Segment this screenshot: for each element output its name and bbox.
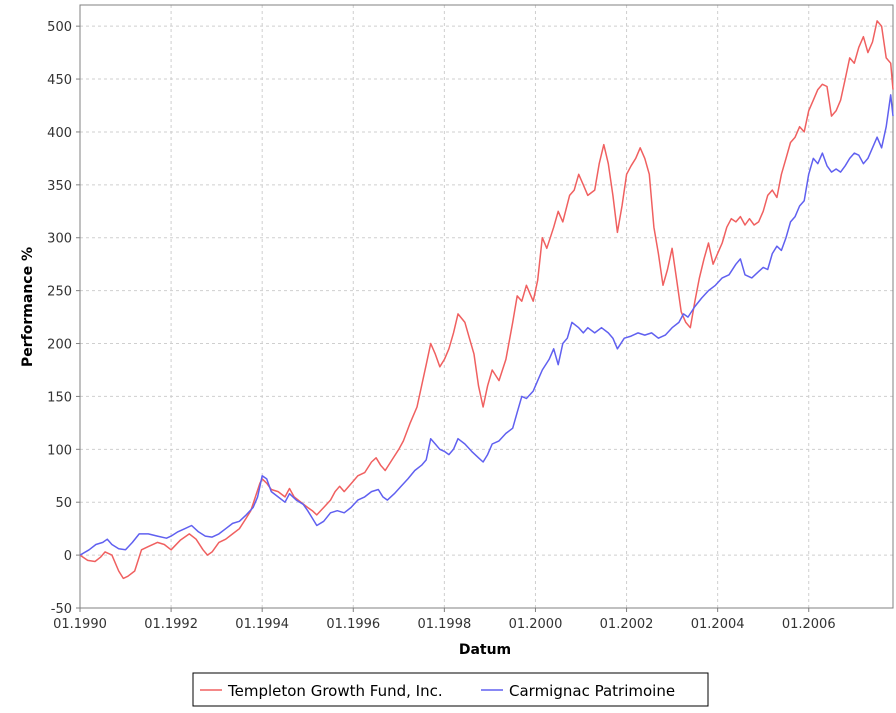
y-tick-label: -50 xyxy=(51,602,72,617)
y-tick-label: 250 xyxy=(47,285,72,300)
x-tick-label: 01.1994 xyxy=(235,617,289,632)
x-tick-label: 01.2000 xyxy=(509,617,563,632)
x-tick-label: 01.1998 xyxy=(417,617,471,632)
y-tick-label: 100 xyxy=(47,443,72,458)
x-tick-label: 01.2004 xyxy=(691,617,745,632)
x-tick-label: 01.2002 xyxy=(600,617,654,632)
x-tick-label: 01.1992 xyxy=(144,617,198,632)
plot-area xyxy=(79,4,894,609)
series-line-templeton xyxy=(79,20,894,580)
x-tick-label: 01.1996 xyxy=(326,617,380,632)
y-tick-label: 0 xyxy=(64,549,72,564)
legend: Templeton Growth Fund, Inc. Carmignac Pa… xyxy=(192,672,709,707)
y-tick-label: 50 xyxy=(55,496,72,511)
y-tick-label: 400 xyxy=(47,126,72,141)
y-axis-title: Performance % xyxy=(20,247,36,367)
legend-label-carmignac: Carmignac Patrimoine xyxy=(509,682,675,700)
legend-label-templeton: Templeton Growth Fund, Inc. xyxy=(227,682,443,700)
series-layer xyxy=(79,20,894,580)
y-tick-label: 150 xyxy=(47,390,72,405)
grid xyxy=(79,5,893,609)
y-tick-label: 200 xyxy=(47,338,72,353)
y-tick-label: 450 xyxy=(47,73,72,88)
axes: -50 0 50 100 150 200 250 300 350 400 450 500 01.1990… xyxy=(47,20,835,632)
y-tick-label: 300 xyxy=(47,232,72,247)
y-tick-label: 500 xyxy=(47,20,72,35)
x-axis-title: Datum xyxy=(459,642,511,658)
x-tick-label: 01.2006 xyxy=(782,617,836,632)
series-line-carmignac xyxy=(79,94,894,556)
legend-box xyxy=(192,672,709,707)
y-tick-label: 350 xyxy=(47,179,72,194)
x-tick-label: 01.1990 xyxy=(53,617,107,632)
